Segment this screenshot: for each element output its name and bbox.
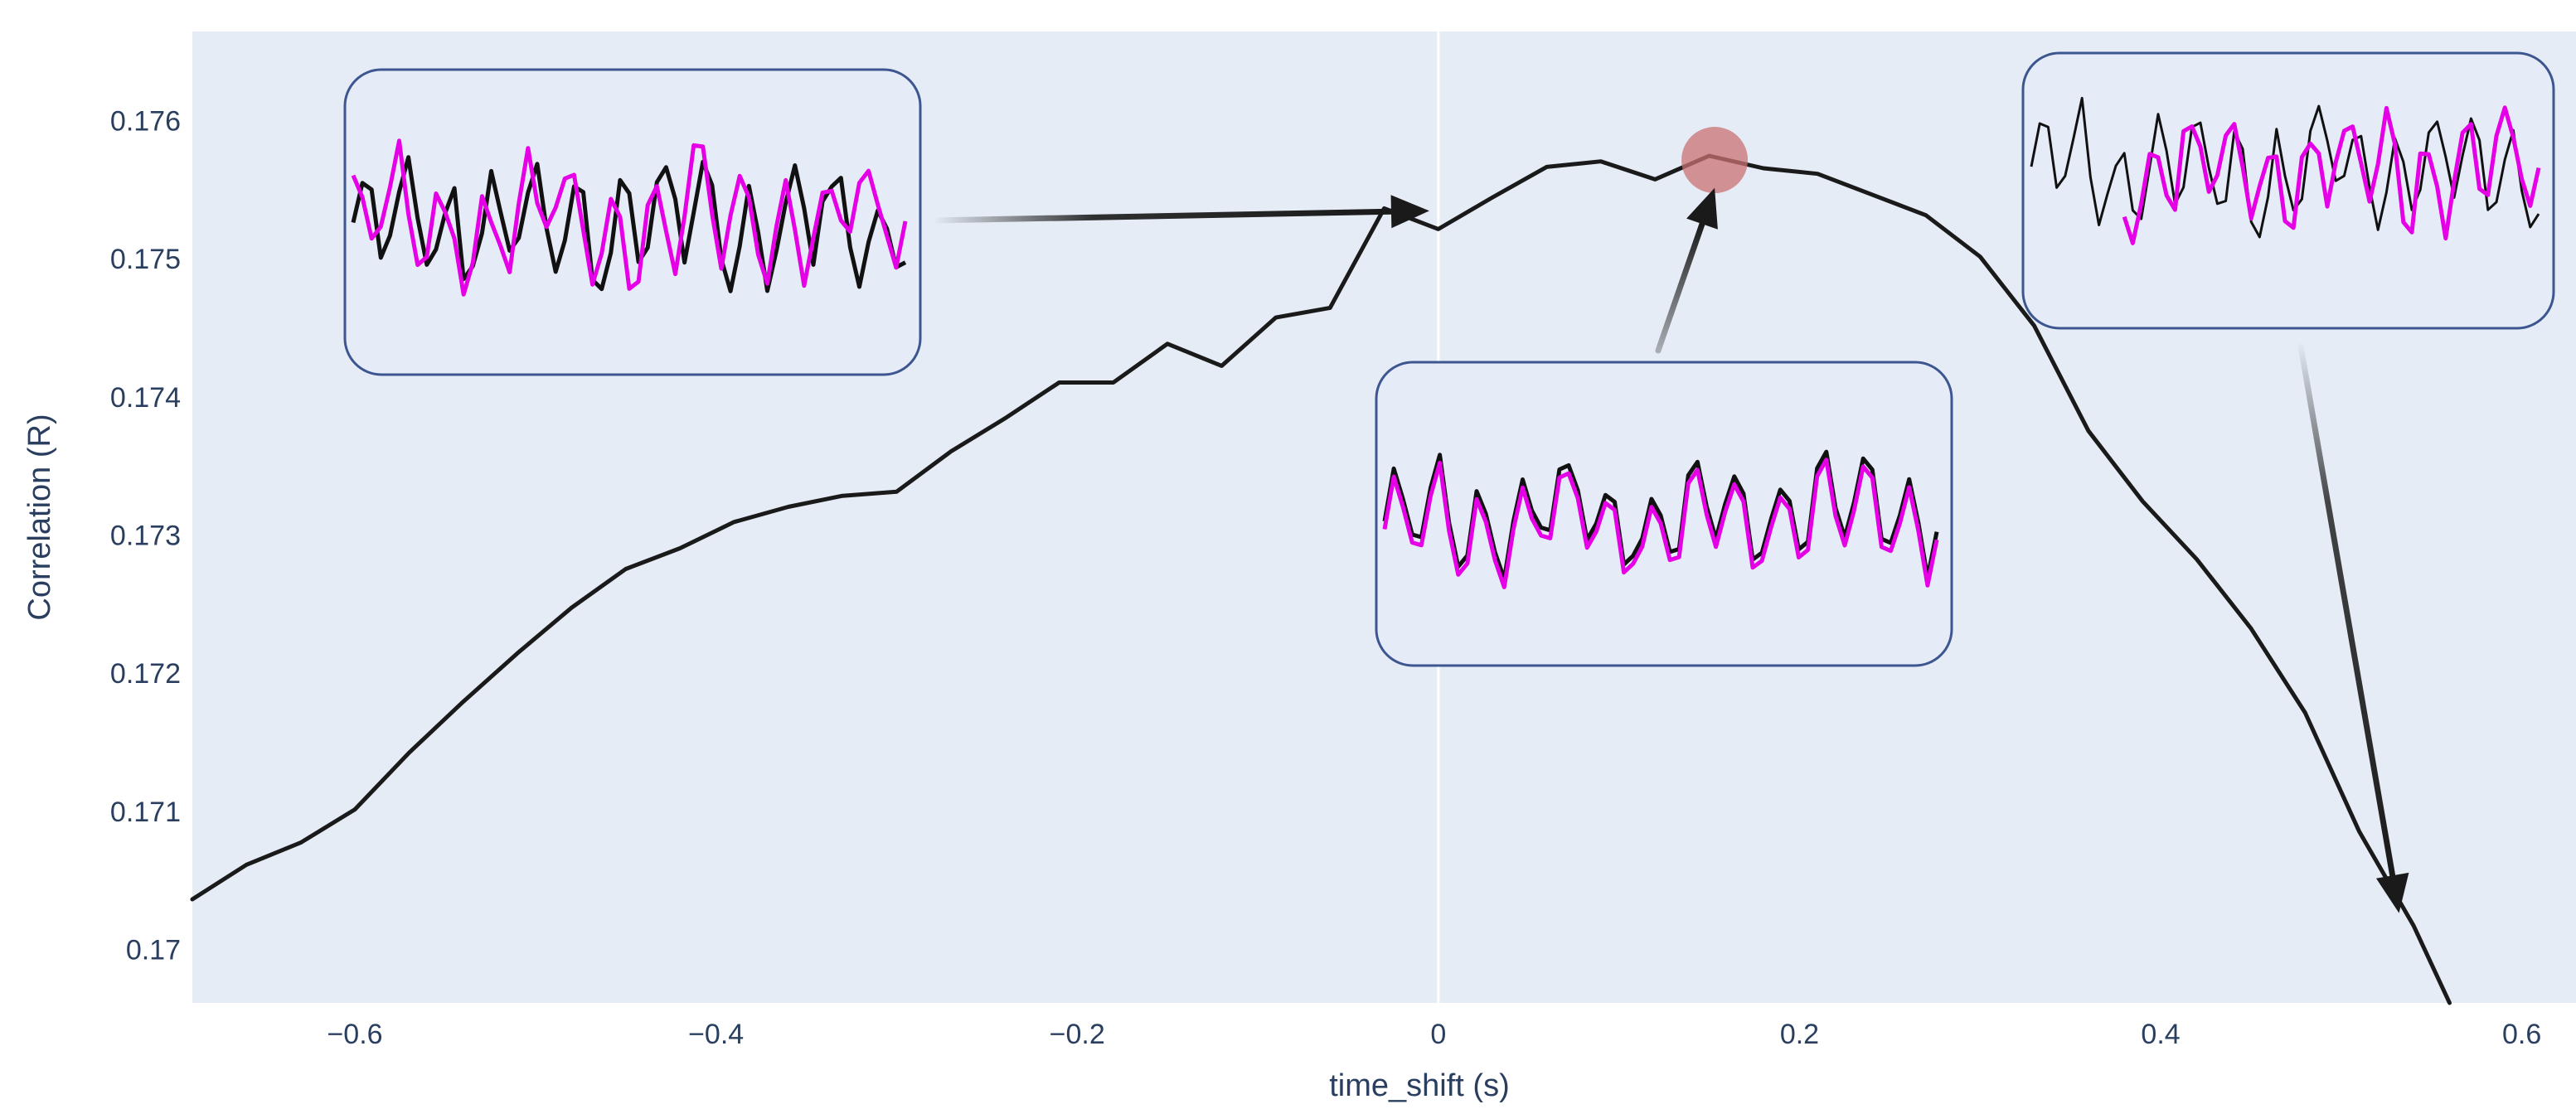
inset-signal-magenta xyxy=(351,138,908,297)
inset-right xyxy=(2021,51,2555,330)
arrow-shaft xyxy=(929,208,1395,224)
arrow-left xyxy=(929,195,1429,229)
y-tick-label: 0.176 xyxy=(110,105,181,137)
y-tick-label: 0.172 xyxy=(110,658,181,690)
inset-signal-magenta xyxy=(1382,458,1939,589)
x-tick-label: 0.4 xyxy=(2141,1019,2180,1050)
y-tick-label: 0.173 xyxy=(110,521,181,552)
x-tick-label: 0.6 xyxy=(2502,1019,2541,1050)
series-line xyxy=(190,153,2452,1005)
y-tick-label: 0.175 xyxy=(110,244,181,275)
y-tick-label: 0.17 xyxy=(126,935,181,966)
x-tick-label: 0.2 xyxy=(1780,1019,1819,1050)
arrow-right xyxy=(2297,338,2409,913)
inset-frame xyxy=(1375,361,1953,667)
inset-signal-black xyxy=(1382,449,1939,582)
y-axis-ticks: 0.17 0.171 0.172 0.173 0.174 0.175 0.176 xyxy=(110,105,181,966)
arrow-shaft xyxy=(1655,220,1705,354)
inset-signal-magenta xyxy=(2122,105,2541,245)
correlation-line xyxy=(190,153,2452,1005)
y-axis-title: Correlation (R) xyxy=(22,414,57,620)
peak-highlight-circle xyxy=(1681,127,1749,194)
inset-signal-black xyxy=(2030,96,2540,239)
arrow-head xyxy=(2375,872,2409,913)
x-tick-label: 0 xyxy=(1430,1019,1446,1050)
x-tick-label: −0.2 xyxy=(1050,1019,1105,1050)
arrow-shaft xyxy=(2297,338,2396,879)
inset-panels xyxy=(343,51,2555,667)
y-tick-label: 0.171 xyxy=(110,797,181,828)
arrow-middle xyxy=(1655,187,1718,354)
peak-marker xyxy=(1681,127,1749,194)
arrow-head xyxy=(1390,195,1429,229)
inset-left xyxy=(343,68,922,376)
x-axis-ticks: −0.6 −0.4 −0.2 0 0.2 0.4 0.6 xyxy=(327,1019,2541,1050)
x-tick-label: −0.6 xyxy=(327,1019,382,1050)
x-tick-label: −0.4 xyxy=(688,1019,744,1050)
arrow-head xyxy=(1686,187,1718,230)
inset-middle xyxy=(1375,361,1953,667)
annotation-arrows xyxy=(929,187,2409,913)
y-tick-label: 0.174 xyxy=(110,382,181,414)
x-axis-title: time_shift (s) xyxy=(1329,1068,1509,1103)
